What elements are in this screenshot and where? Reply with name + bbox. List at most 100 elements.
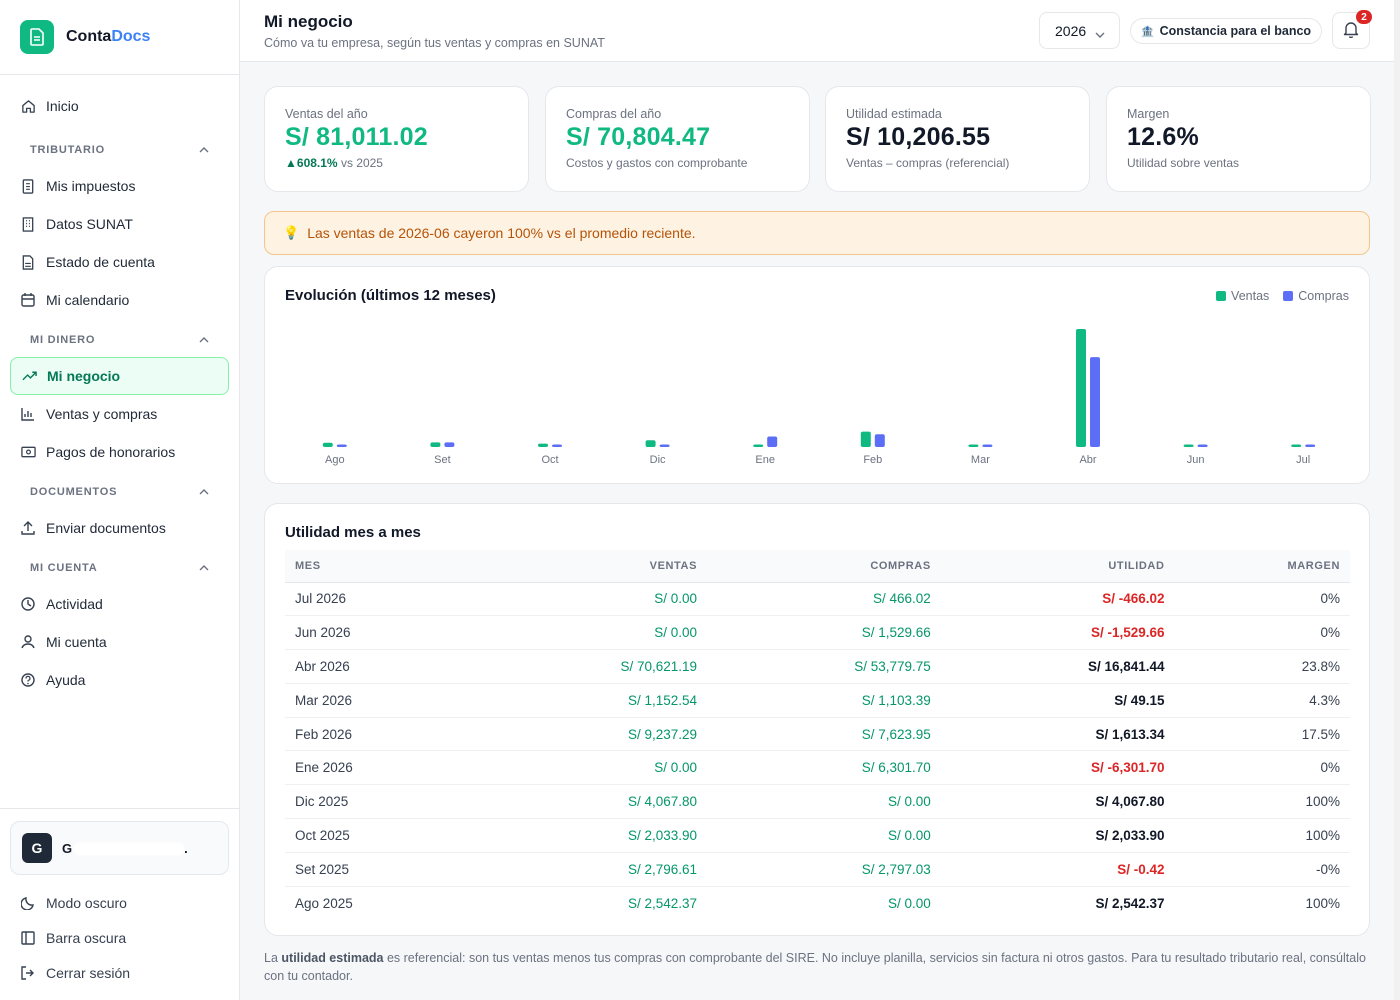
brand-name: ContaDocs xyxy=(66,28,151,45)
table-row: Mar 2026 S/ 1,152.54 S/ 1,103.39 S/ 49.15 4.… xyxy=(285,683,1350,718)
x-tick-label: Jun xyxy=(1187,454,1205,466)
bar-ventas-jul[interactable] xyxy=(1291,444,1302,448)
dark-bar-toggle[interactable]: Barra oscura xyxy=(10,920,229,955)
bar-ventas-feb[interactable] xyxy=(860,431,871,447)
legend-item-compras[interactable]: Compras xyxy=(1283,289,1349,303)
bar-ventas-mar[interactable] xyxy=(968,444,979,448)
kpi-sub: Ventas – compras (referencial) xyxy=(846,156,1010,170)
notifications-button[interactable]: 2 xyxy=(1332,10,1372,49)
logout-button[interactable]: Cerrar sesión xyxy=(10,955,229,990)
nav-section-mi-dinero[interactable]: MI DINERO xyxy=(10,323,229,357)
bar-compras-ago[interactable] xyxy=(336,444,347,448)
bar-ventas-oct[interactable] xyxy=(538,443,548,447)
bell-icon xyxy=(1343,21,1359,41)
scrollbar[interactable] xyxy=(1394,0,1400,1000)
cell-ventas: S/ 2,796.61 xyxy=(473,852,708,887)
dark-mode-toggle[interactable]: Modo oscuro xyxy=(10,885,229,920)
bar-ventas-ago[interactable] xyxy=(322,442,333,447)
sidebar-bottom: G G. Modo oscuro Barra oscura Cerrar ses… xyxy=(0,808,239,1000)
x-tick-label: Abr xyxy=(1079,454,1096,466)
nav-item-enviar-documentos[interactable]: Enviar documentos xyxy=(10,509,229,547)
calendar-icon xyxy=(20,292,36,308)
kpi-card-compras: Compras del año S/ 70,804.47 Costos y ga… xyxy=(545,86,810,192)
cell-utilidad: S/ -6,301.70 xyxy=(940,750,1175,786)
bar-ventas-ene[interactable] xyxy=(753,444,764,448)
cell-compras: S/ 53,779.75 xyxy=(707,649,941,684)
nav-item-ventas-y-compras[interactable]: Ventas y compras xyxy=(10,395,229,433)
cell-ventas: S/ 4,067.80 xyxy=(473,784,708,820)
cell-utilidad: S/ 1,613.34 xyxy=(940,717,1175,752)
upload-icon xyxy=(20,520,36,536)
document-logo-icon xyxy=(20,20,54,54)
bar-compras-jun[interactable] xyxy=(1197,444,1208,447)
year-select[interactable]: 2026 xyxy=(1039,12,1120,49)
table-header-row: MES VENTAS COMPRAS UTILIDAD MARGEN xyxy=(285,550,1350,583)
nav-item-mi-negocio[interactable]: Mi negocio xyxy=(10,357,229,395)
bar-compras-feb[interactable] xyxy=(874,434,885,447)
bar-compras-oct[interactable] xyxy=(552,444,562,448)
bar-ventas-dic[interactable] xyxy=(645,440,656,447)
cell-margen: 4.3% xyxy=(1174,683,1350,718)
year-value: 2026 xyxy=(1055,22,1087,39)
nav-section-documentos[interactable]: DOCUMENTOS xyxy=(10,475,229,509)
bar-compras-jul[interactable] xyxy=(1305,444,1316,448)
nav: Inicio TRIBUTARIO Mis impuestos Datos SU… xyxy=(0,75,239,699)
nav-item-mi-calendario[interactable]: Mi calendario xyxy=(10,281,229,319)
help-circle-icon xyxy=(20,672,36,688)
cell-compras: S/ 6,301.70 xyxy=(707,750,941,786)
kpi-label: Margen xyxy=(1127,107,1170,121)
alert-text: Las ventas de 2026-06 cayeron 100% vs el… xyxy=(307,225,696,241)
nav-item-ayuda[interactable]: Ayuda xyxy=(10,661,229,699)
bar-compras-dic[interactable] xyxy=(659,444,670,448)
nav-item-mis-impuestos[interactable]: Mis impuestos xyxy=(10,167,229,205)
nav-item-pagos-de-honorarios[interactable]: Pagos de honorarios xyxy=(10,433,229,471)
cell-mes: Ene 2026 xyxy=(285,750,474,786)
page-title: Mi negocio xyxy=(264,12,353,31)
building-icon xyxy=(20,216,36,232)
cell-mes: Feb 2026 xyxy=(285,717,474,752)
table-row: Oct 2025 S/ 2,033.90 S/ 0.00 S/ 2,033.90 100… xyxy=(285,818,1350,853)
column-header: MES xyxy=(285,550,474,583)
logout-icon xyxy=(20,965,36,981)
nav-section-tributario[interactable]: TRIBUTARIO xyxy=(10,133,229,167)
cell-ventas: S/ 2,542.37 xyxy=(627,895,698,911)
legend-item-ventas[interactable]: Ventas xyxy=(1216,289,1269,303)
nav-section-mi-cuenta[interactable]: MI CUENTA xyxy=(10,551,229,585)
kpi-sub: Utilidad sobre ventas xyxy=(1127,156,1240,170)
bar-compras-abr[interactable] xyxy=(1090,357,1100,447)
triangle-up-icon: ▲ xyxy=(285,156,297,170)
bar-compras-ene[interactable] xyxy=(767,436,778,447)
bar-ventas-abr[interactable] xyxy=(1076,329,1086,447)
clock-icon xyxy=(20,596,36,612)
kpi-value: S/ 70,804.47 xyxy=(566,123,711,151)
account-card[interactable]: G G. xyxy=(10,821,229,875)
bank-certificate-button[interactable]: 🏦 Constancia para el banco xyxy=(1130,18,1322,44)
cell-utilidad: S/ 4,067.80 xyxy=(940,784,1175,820)
brand[interactable]: ContaDocs xyxy=(0,0,239,75)
kpi-value: 12.6% xyxy=(1127,123,1199,151)
bar-ventas-set[interactable] xyxy=(430,442,441,447)
lightbulb-icon: 💡 xyxy=(283,225,300,240)
nav-item-inicio[interactable]: Inicio xyxy=(10,87,229,125)
bar-chart-icon xyxy=(20,406,36,422)
cell-margen: 0% xyxy=(1174,582,1350,617)
cell-margen: 100% xyxy=(1174,818,1350,853)
kpi-label: Utilidad estimada xyxy=(846,107,942,121)
cell-ventas: S/ 0.00 xyxy=(473,615,708,651)
nav-item-mi-cuenta[interactable]: Mi cuenta xyxy=(10,623,229,661)
nav-item-estado-de-cuenta[interactable]: Estado de cuenta xyxy=(10,243,229,281)
kpi-card-utilidad: Utilidad estimada S/ 10,206.55 Ventas – … xyxy=(825,86,1090,192)
cell-mes: Jul 2026 xyxy=(285,582,474,617)
nav-item-datos-sunat[interactable]: Datos SUNAT xyxy=(10,205,229,243)
nav-item-actividad[interactable]: Actividad xyxy=(10,585,229,623)
bar-ventas-jun[interactable] xyxy=(1183,444,1194,448)
cell-margen: 100% xyxy=(1174,784,1350,820)
cell-ventas: S/ 2,033.90 xyxy=(473,818,708,853)
account-name: G. xyxy=(62,840,188,856)
x-tick-label: Dic xyxy=(650,454,666,466)
x-tick-label: Ene xyxy=(755,454,775,466)
x-tick-label: Oct xyxy=(541,454,558,466)
bar-compras-set[interactable] xyxy=(444,442,455,447)
bar-compras-mar[interactable] xyxy=(982,444,993,448)
cell-compras: S/ 7,623.95 xyxy=(707,717,941,752)
